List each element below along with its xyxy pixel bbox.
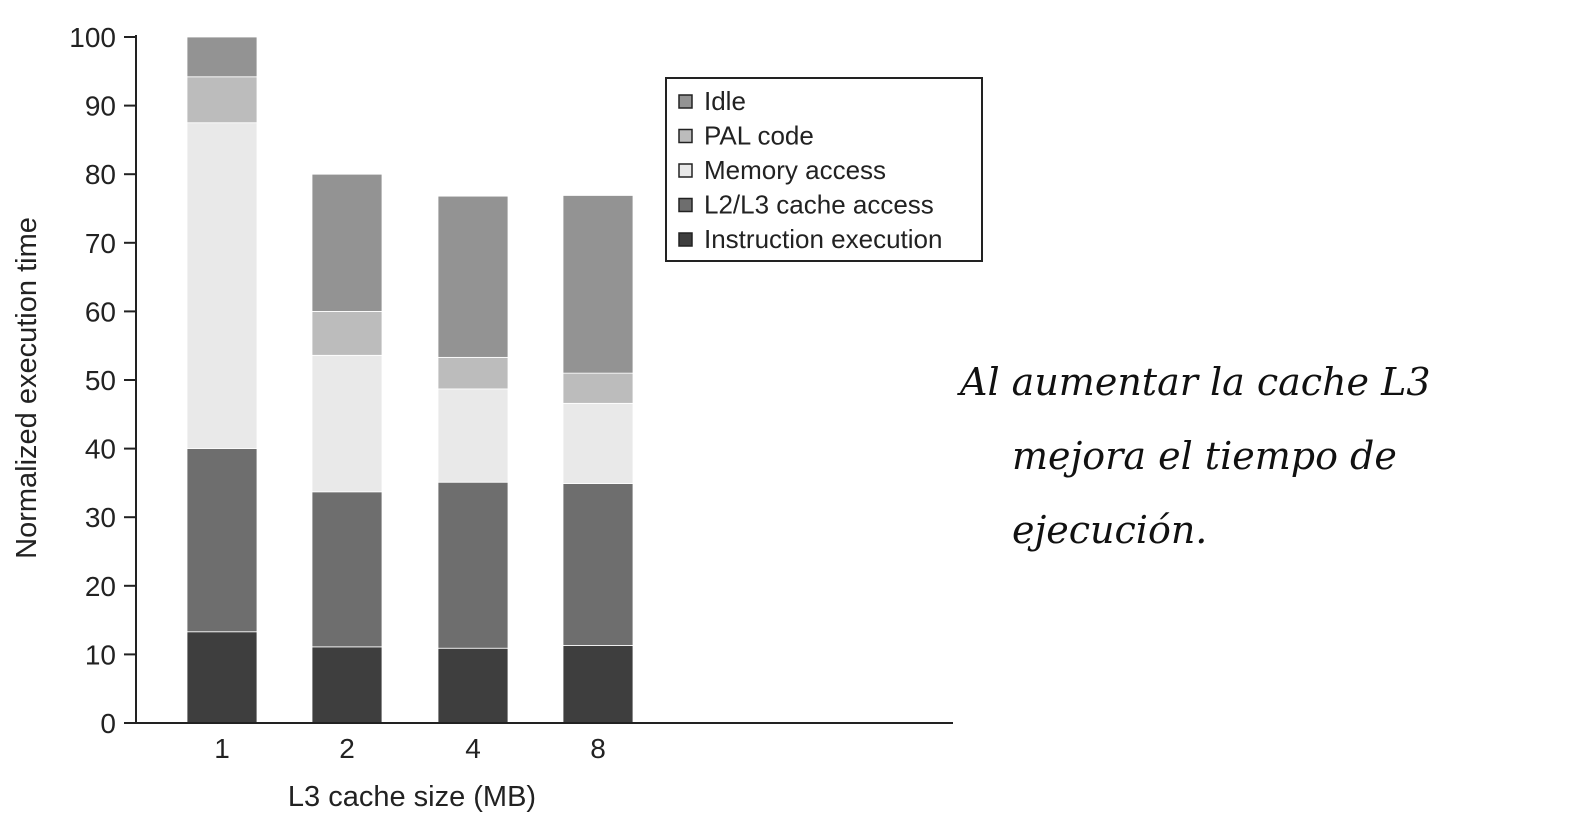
legend-swatch-idle <box>678 94 693 109</box>
bar-segment-instruction-execution-2 <box>311 646 383 724</box>
legend-swatch-pal-code <box>678 128 693 144</box>
bar-segment-idle-2 <box>311 173 383 312</box>
bar-segment-l2-l3-cache-access-2 <box>311 491 383 648</box>
y-tick-label: 30 <box>85 502 116 533</box>
handwritten-note-line2: mejora el tiempo de ejecución. <box>1012 434 1397 552</box>
y-tick-label: 100 <box>69 22 116 53</box>
y-tick-label: 90 <box>85 91 116 122</box>
bar-segment-l2-l3-cache-access-4 <box>437 481 509 649</box>
legend-label: Memory access <box>704 155 886 185</box>
legend-label: L2/L3 cache access <box>704 190 934 220</box>
legend-box <box>665 77 983 262</box>
legend: Idle PAL code Memory access L2/L3 cache acc… <box>665 77 983 262</box>
legend-swatch-memory-access <box>678 163 693 178</box>
bar-segment-idle-8 <box>562 195 634 374</box>
y-tick-label: 80 <box>85 159 116 190</box>
bar-segment-pal-code-4 <box>437 356 509 390</box>
y-tick-label: 60 <box>85 296 116 327</box>
axes-layer: 0 10 20 30 40 50 60 70 80 90 100 1 2 4 8 <box>69 22 953 764</box>
legend-label: Idle <box>704 86 746 116</box>
bar-segment-memory-access-4 <box>437 388 509 483</box>
bar-segment-instruction-execution-8 <box>562 645 634 724</box>
y-tick-label: 20 <box>85 571 116 602</box>
x-tick-label: 8 <box>590 733 606 764</box>
handwritten-note-line1: Al aumentar la cache L3 <box>960 360 1431 404</box>
bar-segment-idle-4 <box>437 195 509 358</box>
bar-segment-memory-access-2 <box>311 354 383 493</box>
bar-segment-pal-code-8 <box>562 372 634 404</box>
bar-segment-idle-1 <box>186 36 258 78</box>
x-tick-label: 1 <box>214 733 230 764</box>
bar-segment-instruction-execution-1 <box>186 631 258 724</box>
x-axis-title: L3 cache size (MB) <box>288 781 536 813</box>
x-tick-label: 4 <box>465 733 481 764</box>
bars-layer <box>186 36 634 724</box>
legend-label: PAL code <box>704 121 814 151</box>
handwritten-note: Al aumentar la cache L3 mejora el tiempo… <box>960 345 1560 567</box>
bar-segment-instruction-execution-4 <box>437 647 509 724</box>
y-tick-label: 10 <box>85 639 116 670</box>
x-tick-label: 2 <box>339 733 355 764</box>
bar-segment-pal-code-1 <box>186 76 258 124</box>
bar-segment-memory-access-8 <box>562 402 634 484</box>
bar-segment-pal-code-2 <box>311 310 383 356</box>
y-tick-label: 40 <box>85 434 116 465</box>
bar-segment-l2-l3-cache-access-1 <box>186 448 258 633</box>
legend-swatch-l2-l3-cache-access <box>678 197 693 213</box>
y-tick-label: 50 <box>85 365 116 396</box>
legend-label: Instruction execution <box>704 224 942 254</box>
bar-segment-memory-access-1 <box>186 122 258 450</box>
y-axis-title: Normalized execution time <box>11 217 43 559</box>
legend-swatch-instruction-execution <box>678 232 693 247</box>
y-tick-label: 70 <box>85 228 116 259</box>
y-tick-label: 0 <box>100 708 116 739</box>
bar-segment-l2-l3-cache-access-8 <box>562 483 634 646</box>
